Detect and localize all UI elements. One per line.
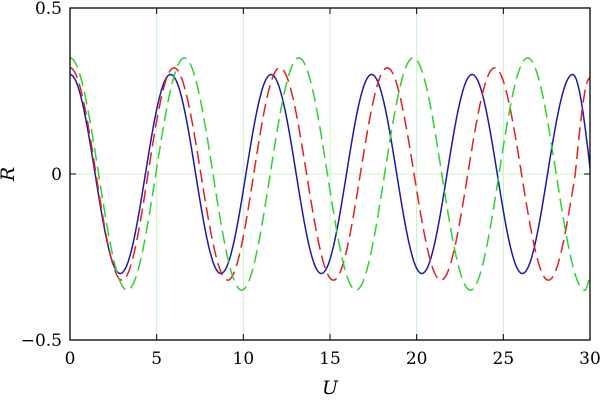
x-tick-label-3: 15	[319, 349, 341, 369]
x-tick-label-6: 30	[579, 349, 600, 369]
x-tick-label-4: 20	[406, 349, 428, 369]
ticks: 0 5 10 15 20 25 30−0.500.5	[21, 0, 600, 369]
series-group	[69, 57, 591, 291]
y-tick-label-0: −0.5	[21, 331, 62, 351]
series-line-0	[69, 73, 591, 275]
x-axis-title: U	[322, 377, 339, 399]
x-tick-label-5: 25	[493, 349, 515, 369]
y-axis-title: R	[0, 167, 19, 182]
y-tick-label-2: 0.5	[35, 0, 62, 19]
series-line-1	[69, 66, 591, 282]
grid	[70, 8, 590, 340]
y-tick-label-1: 0	[51, 165, 62, 185]
x-tick-label-1: 5	[151, 349, 162, 369]
x-tick-label-2: 10	[233, 349, 255, 369]
x-tick-label-0: 0	[65, 349, 76, 369]
